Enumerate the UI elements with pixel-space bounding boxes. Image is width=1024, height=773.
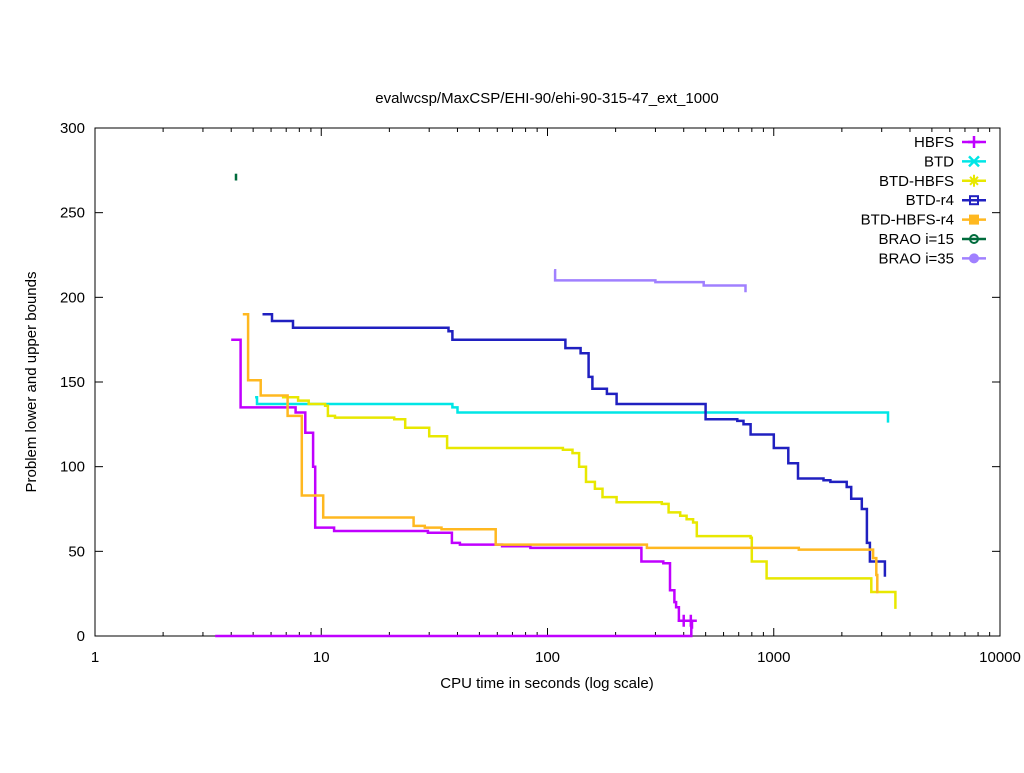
legend-label: BRAO i=35	[879, 250, 954, 267]
legend-label: BTD-r4	[906, 192, 954, 209]
legend-item-brao-i-15: BRAO i=15	[879, 231, 986, 248]
series-line	[262, 313, 887, 577]
series-brao-i-35	[553, 268, 747, 293]
y-tick-label: 200	[60, 289, 85, 306]
legend-marker	[968, 174, 980, 187]
x-tick-label: 1	[91, 649, 99, 666]
legend-label: BTD-HBFS	[879, 173, 954, 190]
series-btd	[255, 395, 890, 423]
legend-item-btd: BTD	[924, 153, 986, 170]
legend-marker	[969, 195, 979, 206]
x-axis-label: CPU time in seconds (log scale)	[440, 675, 653, 692]
legend-item-btd-r4: BTD-r4	[906, 192, 986, 209]
series-btd-hbfs-r4	[242, 313, 879, 594]
chart-title: evalwcsp/MaxCSP/EHI-90/ehi-90-315-47_ext…	[375, 90, 719, 107]
series-hbfs	[215, 338, 697, 638]
x-tick-label: 1000	[757, 649, 790, 666]
y-tick-label: 150	[60, 374, 85, 391]
y-tick-label: 300	[60, 120, 85, 137]
legend-item-btd-hbfs-r4: BTD-HBFS-r4	[861, 212, 986, 229]
series-line	[553, 268, 747, 293]
series-line	[281, 395, 897, 609]
series-line	[242, 313, 879, 594]
y-tick-label: 100	[60, 459, 85, 476]
data-point-marker	[684, 614, 697, 627]
x-tick-label: 100	[535, 649, 560, 666]
y-tick-label: 0	[77, 628, 85, 645]
series-line	[231, 338, 691, 623]
legend-label: HBFS	[914, 134, 954, 151]
y-axis-label: Problem lower and upper bounds	[23, 272, 40, 493]
legend-label: BTD-HBFS-r4	[861, 212, 954, 229]
series-btd-r4	[262, 313, 887, 577]
legend-item-btd-hbfs: BTD-HBFS	[879, 173, 986, 190]
legend-marker	[969, 253, 979, 264]
legend-label: BRAO i=15	[879, 231, 954, 248]
legend-item-hbfs: HBFS	[914, 134, 986, 151]
series-line	[255, 395, 890, 423]
series-btd-hbfs	[281, 395, 897, 609]
y-tick-label: 250	[60, 205, 85, 222]
legend-label: BTD	[924, 153, 954, 170]
legend-marker	[968, 136, 980, 148]
legend-marker	[969, 234, 979, 244]
y-tick-label: 50	[68, 543, 85, 560]
x-tick-label: 10	[313, 649, 330, 666]
legend-marker	[968, 155, 980, 168]
legend-marker	[969, 214, 979, 225]
x-tick-label: 10000	[979, 649, 1021, 666]
series-lower-line	[215, 620, 694, 638]
plot-frame	[94, 127, 1001, 637]
legend-item-brao-i-35: BRAO i=35	[879, 250, 986, 267]
